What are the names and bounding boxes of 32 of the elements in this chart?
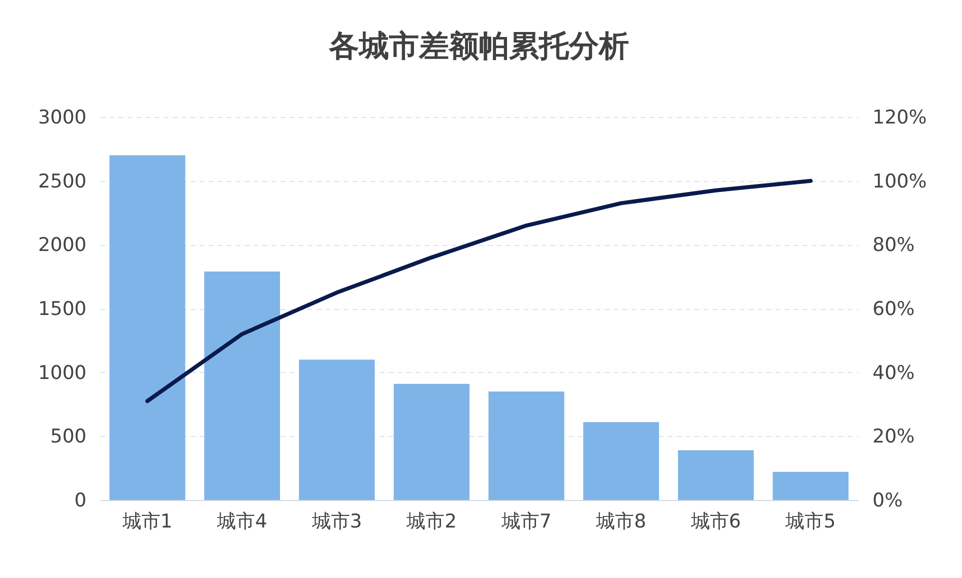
- y2-tick-label: 20%: [872, 426, 915, 448]
- x-tick-label: 城市3: [310, 510, 362, 532]
- x-tick-label: 城市4: [216, 510, 268, 532]
- bar: [583, 422, 660, 500]
- bar: [298, 360, 375, 500]
- bar: [488, 391, 564, 500]
- y2-tick-label: 0%: [872, 490, 903, 512]
- x-tick-label: 城市8: [595, 510, 646, 532]
- y2-tick-label: 120%: [872, 106, 927, 128]
- y2-tick-label: 80%: [872, 234, 915, 256]
- chart-title: 各城市差额帕累托分析: [328, 29, 629, 64]
- x-tick-label: 城市5: [784, 510, 836, 532]
- y2-tick-label: 40%: [872, 362, 915, 384]
- y-tick-label: 1000: [38, 362, 86, 384]
- line-series: [145, 178, 813, 404]
- x-tick-label: 城市6: [690, 510, 741, 532]
- x-tick-label: 城市7: [500, 510, 552, 532]
- y-tick-label: 0: [74, 490, 86, 512]
- y-tick-label: 2000: [38, 234, 86, 256]
- y2-tick-label: 60%: [872, 298, 915, 320]
- bar: [678, 450, 754, 500]
- y-tick-label: 500: [50, 426, 86, 448]
- y-tick-label: 1500: [38, 298, 86, 320]
- y-tick-label: 2500: [38, 170, 86, 192]
- bar: [109, 155, 186, 500]
- y2-tick-label: 100%: [872, 170, 927, 192]
- bar: [394, 384, 470, 500]
- bar: [772, 472, 849, 500]
- y-tick-label: 3000: [38, 106, 86, 128]
- bar: [204, 271, 280, 500]
- x-tick-label: 城市1: [121, 510, 172, 532]
- x-tick-label: 城市2: [406, 510, 457, 532]
